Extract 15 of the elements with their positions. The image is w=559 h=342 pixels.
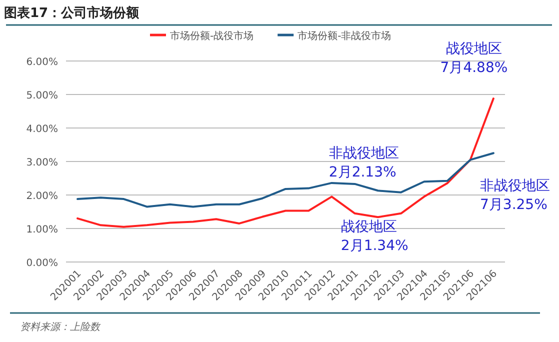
y-tick-label: 3.00% [26,158,58,168]
y-tick-label: 2.00% [26,191,58,202]
annotation: 战役地区 2月1.34% [340,219,408,254]
text: 资料来源：上险数 [20,321,101,333]
y-tick-label: 4.00% [26,124,58,135]
title: 图表17：公司市场份额 [4,6,140,21]
annotation: 非战役地区 7月3.25% [480,178,550,213]
y-tick-label: 5.00% [26,90,58,102]
y-tick-label: 6.00% [26,57,58,68]
y-tick-label: 1.00% [26,224,58,236]
annotation: 非战役地区 2月2.13% [328,146,399,181]
legend-label: 市场份额-战役市场 [170,30,254,42]
y-tick-label: 0.00% [26,258,58,269]
legend-label: 市场份额-非战役市场 [298,30,392,42]
annotation: 战役地区 7月4.88% [440,41,508,76]
